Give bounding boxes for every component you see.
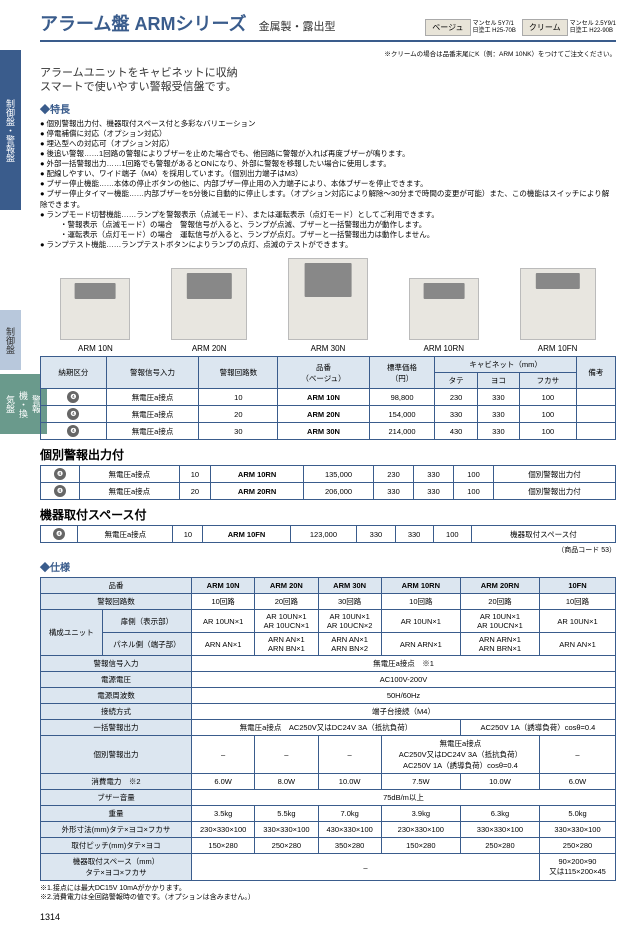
intro-line2: スマートで使いやすい警報受信盤です。 xyxy=(40,80,616,94)
color-options: ベージュ マンセル 5Y7/1日塗工 H25-70B クリーム マンセル 2.5… xyxy=(425,19,616,36)
product-type: 金属製・露出型 xyxy=(259,18,336,34)
series-title: アラーム盤 ARMシリーズ xyxy=(40,10,247,36)
footnote-2: ※2.消費電力は全回路警報時の値です。（オプションは含みません。） xyxy=(40,893,616,902)
spec-table: 品番ARM 10NARM 20NARM 30NARM 10RNARM 20RN1… xyxy=(40,577,616,881)
subhead-individual: 個別警報出力付 xyxy=(40,446,616,463)
price-table-space: ❹無電圧a接点10 ARM 10FN123,000330330100機器取付スペ… xyxy=(40,525,616,543)
subhead-space: 機器取付スペース付 xyxy=(40,506,616,523)
features-heading: ◆特長 xyxy=(40,101,616,116)
color-beige: ベージュ xyxy=(425,19,470,36)
price-table-individual: ❹無電圧a接点10 ARM 10RN135,000230330100個別警報出力… xyxy=(40,465,616,500)
product-images: ARM 10N ARM 20N ARM 30N ARM 10RN ARM 10F… xyxy=(40,258,616,353)
product-code-note: （商品コード 53） xyxy=(40,545,616,555)
page-number: 1314 xyxy=(40,912,616,922)
spec-heading: ◆仕様 xyxy=(40,559,616,574)
color-cream: クリーム xyxy=(522,19,568,36)
color-note: ※クリームの場合は品番末尾にK（例：ARM 10NK）をつけてご注文ください。 xyxy=(40,48,616,58)
footnote-1: ※1.接点には最大DC15V 10mAがかかります。 xyxy=(40,884,616,893)
price-table-main: 納期区分警報信号入力警報回路数 品番（ベージュ）標準価格（円） キャビネット（m… xyxy=(40,356,616,440)
intro-line1: アラームユニットをキャビネットに収納 xyxy=(40,66,616,80)
features-list: 個別警報出力付、機器取付スペース付と多彩なバリエーション停電補償に対応（オプショ… xyxy=(40,119,616,251)
